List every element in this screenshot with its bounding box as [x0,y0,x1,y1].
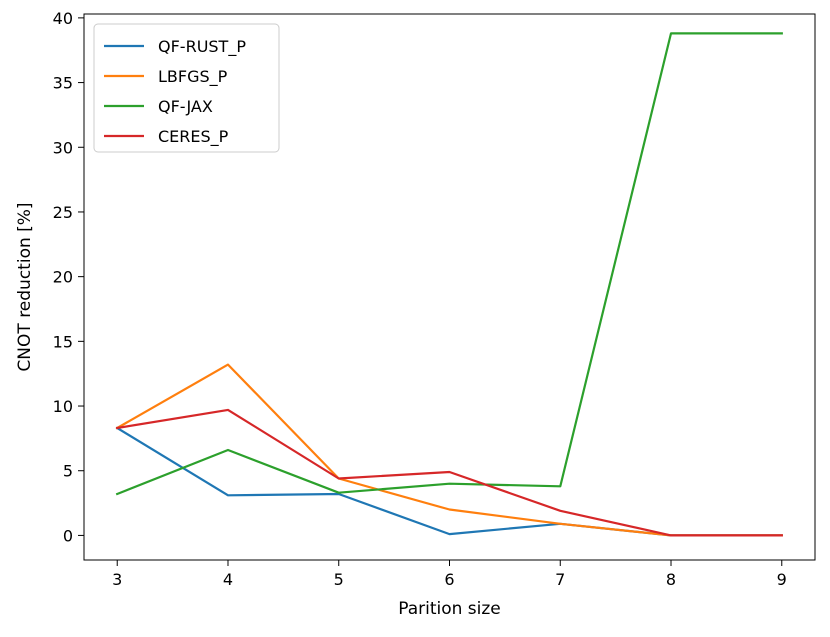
legend-label: LBFGS_P [158,67,228,87]
y-tick-label: 40 [53,9,73,28]
y-axis-label: CNOT reduction [%] [15,202,35,371]
x-tick-label: 4 [223,570,233,589]
y-tick-label: 0 [63,526,73,545]
y-tick-label: 30 [53,138,73,157]
legend-label: QF-RUST_P [158,37,246,57]
y-tick-label: 15 [53,332,73,351]
legend-label: QF-JAX [158,97,213,116]
y-tick-label: 20 [53,268,73,287]
y-tick-label: 5 [63,462,73,481]
legend: QF-RUST_P LBFGS_P QF-JAX CERES_P [93,23,280,153]
x-tick-label: 7 [555,570,565,589]
series-lines [115,32,783,537]
x-tick-label: 8 [666,570,676,589]
legend-box [93,23,280,153]
y-axis: 0 5 10 15 20 25 30 35 40 [53,9,84,545]
x-tick-label: 3 [112,570,122,589]
series-line-3 [115,32,783,496]
x-tick-label: 6 [444,570,454,589]
y-tick-label: 35 [53,74,73,93]
x-axis-label: Parition size [398,599,501,619]
x-tick-label: 9 [777,570,787,589]
x-axis: 3 4 5 6 7 8 9 [112,560,787,589]
legend-label: CERES_P [158,127,229,147]
series-line-4 [115,408,783,537]
x-tick-label: 5 [334,570,344,589]
y-tick-label: 25 [53,203,73,222]
y-tick-label: 10 [53,397,73,416]
